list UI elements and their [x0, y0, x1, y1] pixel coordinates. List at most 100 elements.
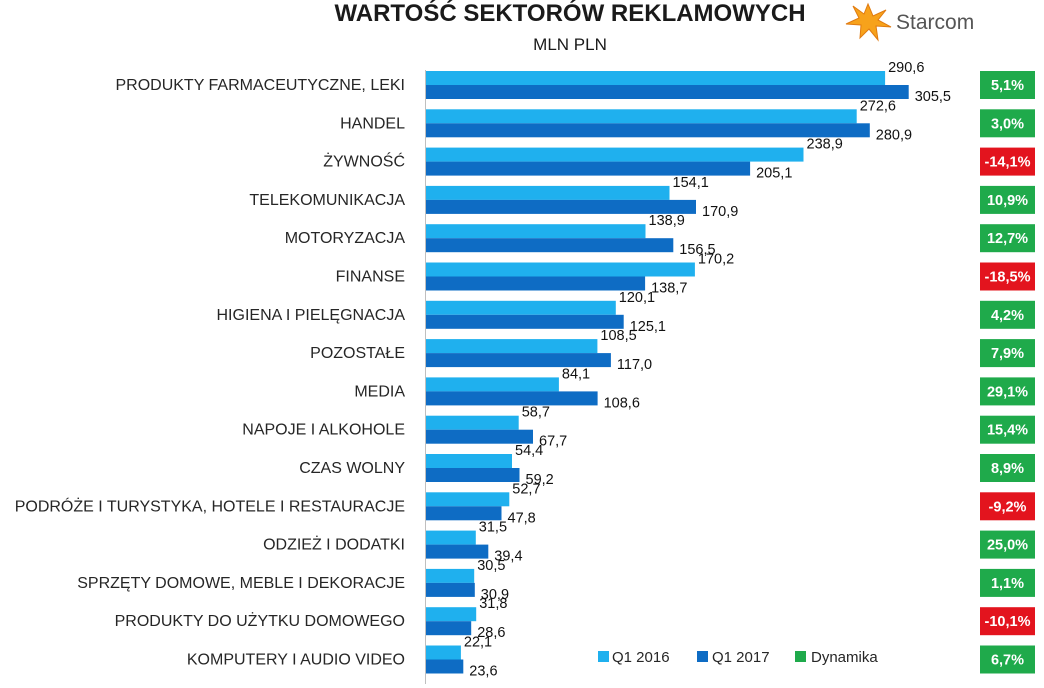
value-label-q1-2017: 117,0 — [617, 357, 652, 373]
category-label: ODZIEŻ I DODATKI — [263, 535, 405, 554]
bar-q1-2017 — [426, 314, 624, 329]
dynamics-value: -18,5% — [985, 270, 1031, 286]
dynamics-badge — [980, 607, 1035, 636]
value-label-q1-2016: 52,7 — [512, 481, 540, 497]
dynamics-badge — [980, 454, 1035, 482]
dynamics-badge — [980, 568, 1035, 597]
dynamics-value: 5,1% — [991, 78, 1024, 94]
category-label: POZOSTAŁE — [310, 345, 405, 362]
bar-q1-2016 — [426, 607, 477, 622]
value-label-q1-2016: 154,1 — [673, 175, 709, 191]
bar-q1-2016 — [426, 377, 559, 392]
bar-q1-2017 — [426, 506, 502, 521]
value-label-q1-2017: 67,7 — [539, 434, 567, 450]
chart-title: WARTOŚĆ SEKTORÓW REKLAMOWYCH — [334, 0, 805, 27]
value-label-q1-2017: 205,1 — [756, 166, 792, 182]
dynamics-badge — [980, 71, 1035, 99]
bar-q1-2017 — [426, 621, 472, 636]
category-label: MOTORYZACJA — [285, 230, 406, 247]
bar-q1-2017 — [426, 238, 674, 253]
dynamics-badge — [980, 377, 1035, 406]
dynamics-value: -10,1% — [985, 614, 1031, 630]
bar-q1-2017 — [426, 391, 598, 406]
dynamics-value: 12,7% — [987, 231, 1028, 247]
category-label: PODRÓŻE I TURYSTYKA, HOTELE I RESTAURACJ… — [15, 496, 405, 515]
category-label: TELEKOMUNIKACJA — [249, 192, 405, 209]
bar-q1-2016 — [426, 262, 695, 277]
value-label-q1-2016: 58,7 — [522, 405, 550, 421]
value-label-q1-2017: 39,4 — [494, 549, 522, 565]
dynamics-value: 25,0% — [987, 538, 1028, 554]
dynamics-value: 10,9% — [987, 193, 1028, 209]
bar-q1-2017 — [426, 468, 520, 482]
bar-q1-2017 — [426, 199, 696, 214]
dynamics-badge — [980, 339, 1035, 368]
category-label: HIGIENA I PIELĘGNACJA — [217, 307, 406, 324]
legend: Q1 2016 Q1 2017 Dynamika — [598, 649, 878, 666]
dynamics-badge — [980, 185, 1035, 214]
dynamics-group: 5,1% 3,0% -14,1% 10,9% 12,7% -18,5% 4,2% 7,9% 29… — [980, 71, 1035, 674]
dynamics-badge — [980, 415, 1035, 444]
bar-q1-2016 — [426, 568, 475, 583]
value-label-q1-2017: 305,5 — [915, 89, 951, 105]
value-label-q1-2017: 138,7 — [651, 281, 687, 297]
category-label: HANDEL — [340, 115, 405, 132]
bar-q1-2016 — [426, 71, 886, 85]
bar-q1-2017 — [426, 544, 489, 559]
bar-q1-2017 — [426, 429, 533, 444]
bar-q1-2016 — [426, 109, 857, 124]
category-label: NAPOJE I ALKOHOLE — [242, 422, 405, 439]
dynamics-badge — [980, 645, 1035, 674]
dynamics-badge — [980, 224, 1035, 253]
dynamics-badge — [980, 147, 1035, 176]
chart-subtitle: MLN PLN — [533, 35, 607, 54]
dynamics-badge — [980, 300, 1035, 329]
dynamics-value: 6,7% — [991, 653, 1024, 669]
value-label-q1-2016: 120,1 — [619, 290, 655, 306]
bar-q1-2016 — [426, 645, 461, 660]
bar-q1-2017 — [426, 85, 909, 99]
value-label-q1-2016: 108,5 — [600, 328, 636, 344]
bar-q1-2016 — [426, 530, 476, 545]
value-label-q1-2017: 47,8 — [508, 510, 536, 526]
category-label: FINANSE — [336, 269, 405, 286]
dynamics-badge — [980, 109, 1035, 138]
value-label-q1-2016: 238,9 — [807, 137, 843, 153]
value-label-q1-2017: 170,9 — [702, 204, 738, 220]
dynamics-value: 8,9% — [991, 461, 1024, 477]
value-label-q1-2017: 156,5 — [679, 242, 715, 258]
legend-label-q1-2017: Q1 2017 — [712, 649, 770, 666]
starcom-star-icon — [845, 2, 892, 42]
bar-q1-2016 — [426, 185, 670, 200]
legend-swatch-q1-2016 — [598, 651, 609, 662]
dynamics-value: 1,1% — [991, 576, 1024, 592]
dynamics-badge — [980, 262, 1035, 291]
bar-q1-2016 — [426, 415, 519, 430]
bar-q1-2017 — [426, 276, 646, 291]
bar-q1-2016 — [426, 147, 804, 162]
dynamics-value: 29,1% — [987, 384, 1028, 400]
category-label: SPRZĘTY DOMOWE, MEBLE I DEKORACJE — [77, 575, 405, 592]
value-label-q1-2017: 28,6 — [477, 625, 505, 641]
bar-q1-2017 — [426, 123, 870, 138]
bar-q1-2016 — [426, 224, 646, 239]
category-label: MEDIA — [354, 383, 405, 400]
dynamics-badge — [980, 492, 1035, 521]
legend-label-dynamika: Dynamika — [811, 649, 878, 666]
bar-q1-2016 — [426, 454, 512, 468]
starcom-logo: Starcom — [845, 2, 974, 42]
dynamics-value: 3,0% — [991, 116, 1024, 132]
value-label-q1-2016: 22,1 — [464, 635, 492, 651]
value-label-q1-2016: 54,4 — [515, 443, 543, 459]
value-label-q1-2017: 59,2 — [526, 472, 554, 488]
starcom-logo-text: Starcom — [896, 11, 974, 34]
value-label-q1-2016: 30,5 — [477, 558, 505, 574]
bar-q1-2017 — [426, 353, 611, 368]
dynamics-value: 15,4% — [987, 423, 1028, 439]
bar-q1-2016 — [426, 492, 510, 507]
dynamics-value: 7,9% — [991, 346, 1024, 362]
value-label-q1-2016: 138,9 — [649, 213, 685, 229]
dynamics-badge — [980, 530, 1035, 559]
value-label-q1-2016: 31,8 — [479, 596, 507, 612]
